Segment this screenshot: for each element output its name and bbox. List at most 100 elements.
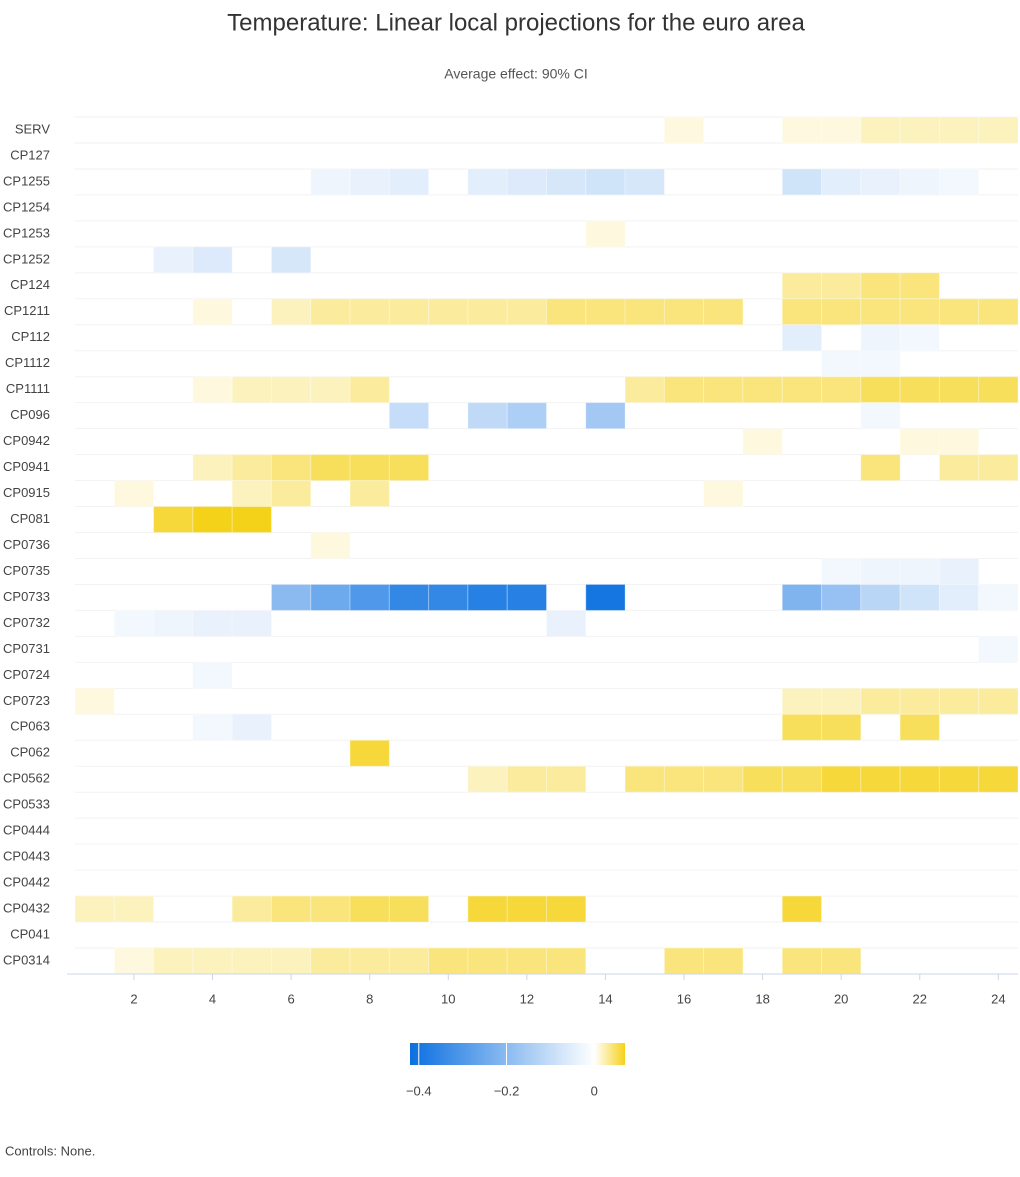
- heat-cell: [192, 376, 233, 404]
- y-tick-label: CP063: [10, 719, 50, 734]
- heat-cell: [388, 298, 430, 326]
- y-tick-label: CP0562: [3, 771, 50, 786]
- color-bar: [410, 1043, 625, 1065]
- heat-cell: [781, 947, 823, 975]
- y-tick-label: CP0732: [3, 615, 50, 630]
- y-tick-label: CP124: [10, 277, 50, 292]
- y-tick-label: CP0733: [3, 589, 50, 604]
- heat-cell: [821, 765, 862, 793]
- heat-cell: [467, 947, 508, 975]
- heat-cell: [860, 298, 901, 326]
- x-tick-label: 14: [598, 991, 612, 1006]
- y-tick-label: CP127: [10, 147, 50, 162]
- heat-cell: [192, 506, 233, 534]
- heat-cell: [860, 324, 901, 352]
- y-tick-label: CP0724: [3, 667, 50, 682]
- heat-cell: [781, 298, 823, 326]
- heat-cell: [467, 298, 508, 326]
- heat-cell: [899, 298, 940, 326]
- heat-cell: [506, 402, 548, 430]
- heat-cell: [428, 947, 469, 975]
- y-tick-label: CP0432: [3, 901, 50, 916]
- heat-cell: [899, 765, 940, 793]
- heat-cell: [349, 168, 390, 196]
- y-tick-label: CP0444: [3, 823, 50, 838]
- heat-cell: [742, 428, 783, 456]
- x-tick-label: 20: [834, 991, 848, 1006]
- heat-cell: [781, 272, 823, 300]
- heat-cell: [153, 246, 194, 274]
- heat-cell: [467, 402, 508, 430]
- heat-cell: [781, 116, 823, 144]
- heat-cell: [821, 350, 862, 378]
- x-tick-label: 16: [677, 991, 691, 1006]
- heat-cell: [978, 298, 1019, 326]
- heat-cell: [270, 298, 312, 326]
- heat-cell: [899, 583, 940, 611]
- y-tick-label: CP041: [10, 926, 50, 941]
- heat-cell: [428, 583, 469, 611]
- heat-cell: [821, 116, 862, 144]
- heat-cell: [546, 168, 587, 196]
- heat-cell: [349, 298, 390, 326]
- x-tick-label: 4: [209, 991, 216, 1006]
- heat-cell: [113, 947, 155, 975]
- heat-cell: [349, 947, 390, 975]
- heat-cell: [467, 168, 508, 196]
- heat-cell: [506, 298, 548, 326]
- heat-cell: [624, 376, 665, 404]
- heat-cell: [899, 376, 940, 404]
- y-tick-label: CP1254: [3, 199, 50, 214]
- heat-cell: [860, 272, 901, 300]
- heat-cell: [978, 635, 1019, 663]
- y-tick-label: CP1252: [3, 251, 50, 266]
- heat-cell: [388, 895, 430, 923]
- x-tick-label: 18: [755, 991, 769, 1006]
- heat-cell: [899, 428, 940, 456]
- y-tick-label: CP0533: [3, 797, 50, 812]
- color-bar-label: 0: [591, 1083, 598, 1098]
- heat-cell: [978, 765, 1019, 793]
- heat-cell: [349, 895, 390, 923]
- heat-cell: [860, 765, 901, 793]
- heat-cell: [899, 324, 940, 352]
- heat-cell: [428, 298, 469, 326]
- heat-cell: [74, 895, 115, 923]
- heat-cell: [899, 557, 940, 585]
- heat-cell: [624, 298, 665, 326]
- heat-cell: [231, 506, 272, 534]
- heat-cell: [231, 480, 272, 508]
- heat-cell: [153, 947, 194, 975]
- heat-cell: [860, 116, 901, 144]
- heat-cell: [899, 272, 940, 300]
- heat-cell: [270, 895, 312, 923]
- heat-cell: [860, 168, 901, 196]
- heat-cell: [585, 220, 626, 248]
- heat-cell: [781, 713, 823, 741]
- x-tick-label: 2: [130, 991, 137, 1006]
- heat-cell: [310, 376, 351, 404]
- heat-cell: [388, 583, 430, 611]
- heat-cell: [663, 376, 705, 404]
- heat-cell: [192, 713, 233, 741]
- y-tick-label: CP0941: [3, 459, 50, 474]
- heat-cell: [821, 713, 862, 741]
- heat-cell: [899, 116, 940, 144]
- y-tick-label: CP0942: [3, 433, 50, 448]
- heat-cell: [821, 947, 862, 975]
- heat-cell: [978, 454, 1019, 482]
- heat-cell: [153, 609, 194, 637]
- heat-cell: [703, 480, 744, 508]
- y-tick-label: CP0314: [3, 952, 50, 967]
- heat-cell: [467, 583, 508, 611]
- heat-cell: [703, 298, 744, 326]
- heat-cell: [899, 687, 940, 715]
- heat-cell: [192, 298, 233, 326]
- y-tick-label: CP0723: [3, 693, 50, 708]
- heat-cell: [860, 402, 901, 430]
- heat-cell: [703, 376, 744, 404]
- heat-cell: [310, 895, 351, 923]
- heat-cell: [860, 687, 901, 715]
- heat-cell: [310, 454, 351, 482]
- heat-cell: [860, 454, 901, 482]
